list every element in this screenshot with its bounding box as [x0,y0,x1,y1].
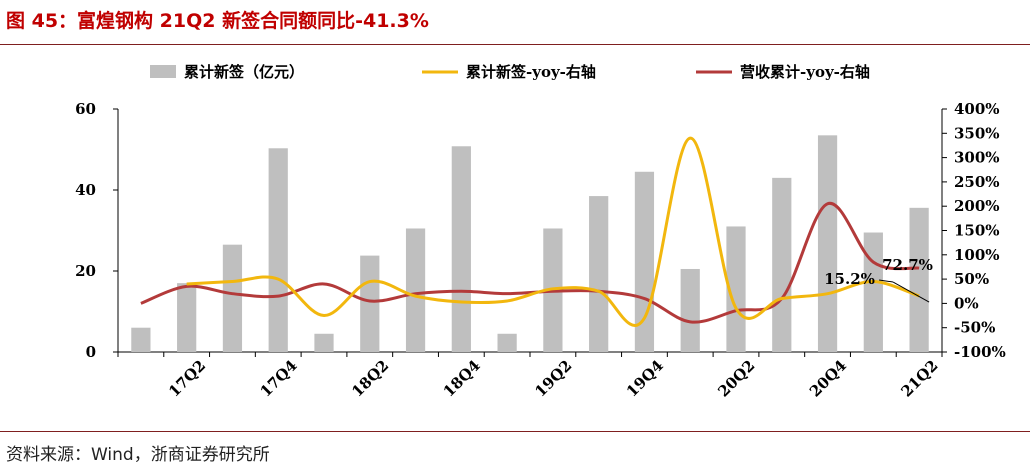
bar [451,146,471,352]
legend-label: 营收累计-yoy-右轴 [740,63,870,81]
annotation-leader [892,281,930,303]
annotation-label: 72.7% [882,256,933,274]
annotation-leader [879,279,894,283]
bar [131,327,151,352]
x-tick-label: 19Q4 [623,356,667,400]
y-right-tick-label: -50% [954,319,995,337]
x-tick-label: 21Q2 [898,356,942,400]
bar [360,255,380,352]
y-right-tick-label: 300% [954,149,1000,167]
source-note: 资料来源：Wind，浙商证券研究所 [6,445,270,465]
x-tick-label: 18Q2 [348,356,392,400]
legend-label: 累计新签-yoy-右轴 [466,63,596,81]
chart: 0 20 40 60 -100% -50% 0% 50% 100% 150% 200% 250% 300… [75,63,1006,401]
y-right-tick-label: 200% [954,197,1000,215]
bar [817,135,838,352]
y-right-tick-label: 350% [954,124,1000,142]
legend-bar-swatch [150,65,176,78]
y-left-tick-label: 40 [75,181,96,199]
bar [405,228,426,352]
bar [863,232,883,352]
y-right-tick-label: 400% [954,100,1000,118]
y-left-tick-label: 20 [75,262,96,280]
y-left-tick-label: 0 [86,343,96,361]
x-tick-label: 18Q4 [440,356,484,400]
red-line-series [140,202,920,324]
bar [680,268,700,352]
annotation-label: 15.2% [824,270,875,288]
bottom-rule [0,431,1030,432]
y-right-tick-label: -100% [954,343,1006,361]
bar [268,148,288,352]
y-right-tick-label: 0% [954,294,979,312]
x-tick-label: 20Q4 [806,356,850,400]
bar [497,333,517,352]
y-right-tick-label: 250% [954,173,1000,191]
bar [909,207,929,352]
legend-label: 累计新签（亿元） [184,63,304,81]
bar [222,244,243,352]
y-left-tick-label: 60 [75,100,96,118]
y-right-tick-label: 50% [954,270,989,288]
yellow-line-series [186,136,920,327]
y-right-tick-label: 150% [954,222,1000,240]
x-tick-label: 17Q2 [165,356,209,400]
bar [589,196,609,352]
x-tick-label: 19Q2 [531,356,575,400]
y-right-tick-label: 100% [954,246,1000,264]
bar [177,283,197,352]
bar [772,177,792,352]
x-tick-label: 20Q2 [714,356,758,400]
bar [726,226,746,352]
top-rule [0,44,1030,45]
chart-title: 图 45：富煌钢构 21Q2 新签合同额同比-41.3% [6,10,429,32]
x-tick-label: 17Q4 [257,356,301,400]
bar [314,333,334,352]
